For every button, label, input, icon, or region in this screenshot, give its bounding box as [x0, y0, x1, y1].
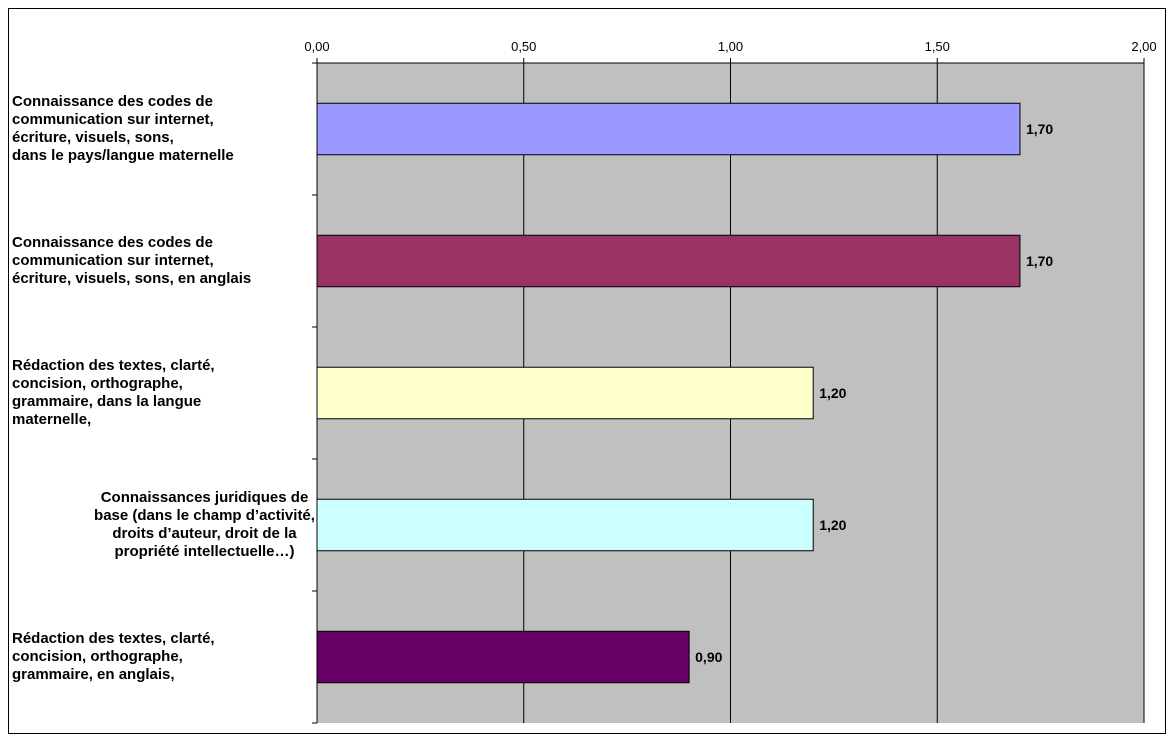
category-label-line: Connaissance des codes de — [12, 234, 213, 251]
bar — [316, 498, 814, 552]
bar — [316, 630, 690, 684]
bar — [316, 234, 1021, 288]
category-label-line: concision, orthographe, — [12, 648, 183, 665]
category-label-line: concision, orthographe, — [12, 375, 183, 392]
category-label: Connaissances juridiques de base (dans le… — [94, 489, 315, 561]
category-label-line: écriture, visuels, sons, — [12, 129, 174, 146]
category-label-line: communication sur internet, — [12, 252, 214, 269]
category-label-line: droits d’auteur, droit de la — [112, 525, 297, 542]
bar — [316, 366, 814, 420]
category-label-line: Connaissance des codes de — [12, 93, 213, 110]
x-tick-label: 1,00 — [718, 39, 743, 54]
category-label: Rédaction des textes, clarté, concision, … — [12, 630, 215, 684]
category-label: Rédaction des textes, clarté, concision, … — [12, 357, 215, 429]
category-label-line: grammaire, en anglais, — [12, 666, 175, 683]
x-tick-label: 2,00 — [1131, 39, 1156, 54]
category-label-line: Connaissances juridiques de — [100, 489, 309, 506]
category-label-line: base (dans le champ d’activité, — [94, 507, 315, 524]
value-label: 0,90 — [695, 649, 722, 665]
category-label: Connaissance des codes de communication s… — [12, 93, 234, 165]
category-label-line: dans le pays/langue maternelle — [12, 147, 234, 164]
category-label-line: Rédaction des textes, clarté, — [12, 357, 215, 374]
bar-chart: 0,00 0,50 1,00 1,50 2,00 1,70 1,70 1,20 1,20 0,90 — [304, 39, 1157, 724]
chart-frame: 0,00 0,50 1,00 1,50 2,00 1,70 1,70 1,20 1,20 0,90… — [8, 8, 1166, 734]
category-label-line: propriété intellectuelle…) — [114, 543, 295, 560]
category-label-line: grammaire, dans la langue — [12, 393, 202, 410]
x-tick-label: 0,50 — [511, 39, 536, 54]
value-label: 1,20 — [819, 385, 846, 401]
category-label-line: Rédaction des textes, clarté, — [12, 630, 215, 647]
value-label: 1,70 — [1026, 253, 1053, 269]
category-label-line: maternelle, — [12, 411, 92, 428]
category-label: Connaissance des codes de communication s… — [12, 234, 251, 288]
x-tick-label: 1,50 — [925, 39, 950, 54]
category-label-line: communication sur internet, — [12, 111, 214, 128]
category-label-line: écriture, visuels, sons, en anglais — [12, 270, 252, 287]
value-label: 1,20 — [819, 517, 846, 533]
value-label: 1,70 — [1026, 121, 1053, 137]
bar — [316, 102, 1021, 156]
x-tick-label: 0,00 — [304, 39, 329, 54]
